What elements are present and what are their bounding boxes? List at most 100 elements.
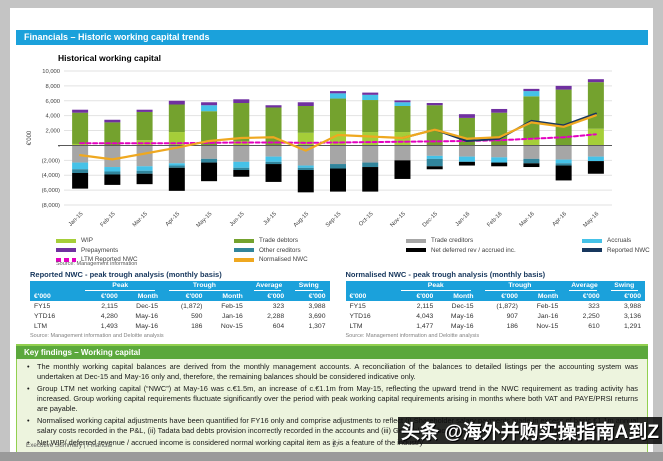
legend-swatch (234, 238, 254, 243)
table-cell: 1,307 (308, 322, 326, 330)
bar-segment (394, 102, 411, 106)
table-col-group (30, 281, 79, 292)
bar-segment (394, 145, 411, 161)
bar-segment (426, 166, 443, 170)
bar-segment (72, 169, 89, 173)
x-tick-label: Jul-15 (263, 211, 278, 226)
bar-segment (72, 162, 89, 170)
legend-label: Net deferred rev / accrued inc. (431, 246, 516, 254)
table-cell: Nov-15 (220, 322, 243, 330)
bar-segment (104, 174, 121, 185)
bar-segment (168, 163, 185, 166)
table-cell: 590 (191, 312, 203, 320)
bar-segment (394, 160, 411, 179)
bar-segment (233, 170, 250, 177)
legend-label: Accruals (607, 237, 632, 244)
bar-segment (555, 163, 572, 166)
bar-segment (297, 145, 314, 166)
legend-swatch (56, 257, 76, 262)
bar-segment (201, 158, 218, 163)
bar-segment (104, 119, 121, 123)
bar-segment (136, 109, 153, 112)
bar-segment (265, 156, 282, 162)
table-cell: 2,250 (582, 312, 600, 320)
bar-segment (523, 145, 540, 159)
table-cell: Dec-15 (136, 302, 159, 310)
table-cell: 3,988 (623, 302, 641, 310)
bar-segment (265, 107, 282, 146)
bar-segment (394, 100, 411, 103)
bar-segment (72, 145, 89, 163)
legend-item-normalised-nwc: Normalised NWC (234, 256, 406, 263)
table-cell: 2,288 (267, 312, 285, 320)
table-cell: 2,115 (101, 302, 118, 310)
table-col-header: Month (121, 292, 163, 301)
table-col-group: Peak (78, 281, 163, 292)
bar-segment (233, 145, 250, 162)
bar-segment (458, 114, 475, 118)
table-cell: 3,690 (308, 312, 326, 320)
y-tick-label: (2,000) (42, 158, 60, 164)
bar-segment (362, 100, 379, 133)
line-ltm-reported-nwc (79, 133, 597, 145)
table-source: Source: Management information and Deloi… (345, 333, 480, 339)
legend-item-prepayments: Prepayments (56, 247, 234, 254)
key-findings-banner: Key findings – Working capital (16, 344, 648, 359)
table-col-header: €'000 (78, 292, 122, 301)
table-col-group: Trough (477, 281, 563, 292)
table-row: LTM 1,477 May-16 186 Nov-15 610 1,291 (346, 321, 646, 331)
legend-swatch (234, 257, 254, 262)
table-cell: LTM (349, 322, 363, 330)
bar-segment (458, 161, 475, 166)
bar-segment (394, 105, 411, 133)
x-tick-label: Feb-15 (100, 211, 117, 228)
bar-segment (426, 145, 443, 156)
bar-segment (426, 158, 443, 167)
bar-segment (72, 112, 89, 144)
bar-segment (491, 108, 508, 113)
x-tick-label: Mar-15 (132, 211, 149, 228)
bar-segment (587, 161, 604, 174)
bar-segment (362, 145, 379, 163)
legend-item-trade-creditors: Trade creditors (406, 237, 582, 244)
legend-swatch (234, 248, 254, 252)
bar-segment (587, 82, 604, 129)
table-col-header: €'000 (288, 292, 330, 301)
table-row: LTM 1,493 May-16 186 Nov-15 604 1,307 (30, 321, 330, 331)
table-cell: Jan-16 (221, 312, 243, 320)
legend-item-wip: WIP (56, 237, 234, 244)
x-tick-label: Apr-15 (165, 211, 182, 228)
table-col-header: €'000 (162, 292, 207, 301)
table-cell: 2,115 (416, 302, 434, 310)
x-tick-label: Jun-15 (229, 211, 246, 228)
table-cell: May-16 (135, 312, 159, 320)
legend-column: Trade creditors Net deferred rev / accrue… (406, 237, 582, 263)
bar-segment (297, 165, 314, 168)
bar-segment (330, 168, 346, 192)
bar-segment (523, 158, 540, 164)
legend-label: Trade debtors (259, 237, 298, 244)
table-title: Reported NWC - peak trough analysis (mon… (30, 270, 222, 279)
table-cell: (1,872) (180, 302, 203, 310)
table-cell: 323 (588, 302, 600, 310)
table-row: FY15 2,115 Dec-15 (1,872) Feb-15 323 3,988 (346, 301, 646, 311)
bar-segment (104, 122, 121, 146)
bar-segment (297, 167, 314, 171)
table-col-header: €'000 (603, 292, 645, 301)
bar-segment (330, 91, 346, 94)
table-cell: 604 (272, 322, 285, 330)
bar-segment (330, 164, 346, 169)
table-col-header: Month (437, 292, 478, 301)
bar-segment (136, 111, 153, 141)
x-tick-label: Mar-16 (519, 211, 536, 228)
bar-segment (233, 103, 250, 141)
table-row: YTD16 4,043 May-16 907 Jan-16 2,250 3,136 (346, 311, 646, 321)
bar-segment (168, 167, 185, 191)
bar-segment (330, 98, 346, 132)
bar-segment (233, 167, 250, 171)
legend-label: Reported NWC (607, 246, 650, 254)
y-tick-label: 6,000 (45, 99, 60, 105)
table-cell: Feb-15 (221, 302, 243, 310)
table-col-group: Trough (162, 281, 247, 292)
bar-segment (555, 165, 572, 181)
